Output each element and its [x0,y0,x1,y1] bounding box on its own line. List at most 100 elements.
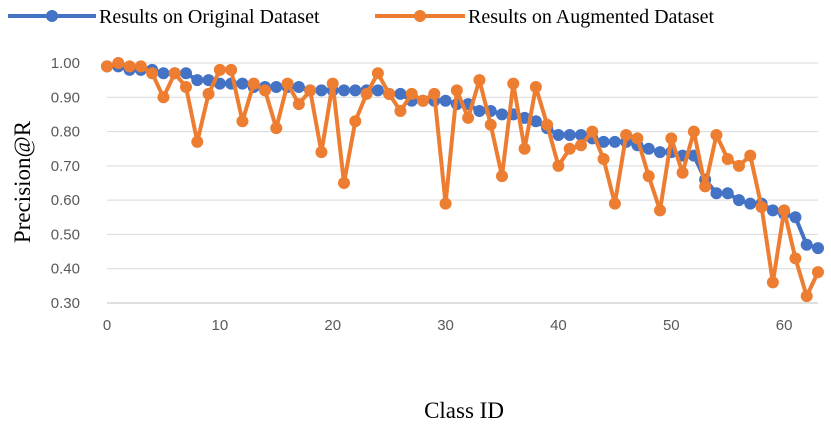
data-point [496,108,508,121]
data-point [439,197,452,210]
data-point [315,84,328,97]
data-point [259,84,271,97]
data-point [812,242,824,255]
data-point [338,84,350,97]
data-point [575,129,587,141]
data-point [507,77,520,90]
series-augmented [101,57,824,303]
series-group [101,57,824,303]
data-point [597,153,610,165]
data-point [473,105,486,117]
data-point [450,84,463,97]
data-point [484,118,497,131]
data-point [608,135,621,148]
data-point [191,74,204,87]
data-point [597,135,610,148]
data-point [168,67,181,80]
legend-label-augmented: Results on Augmented Dataset [468,6,715,28]
y-tick-label: 0.90 [51,89,80,106]
data-point [417,94,429,107]
data-point [721,187,734,200]
data-point [496,170,508,183]
data-point [371,84,384,97]
x-tick-label: 20 [324,317,341,334]
legend-entry-augmented: Results on Augmented Dataset [375,6,715,28]
data-point [349,84,362,97]
data-point [146,67,159,80]
data-point [687,125,700,138]
data-point [473,74,486,87]
y-tick-label: 0.30 [51,295,80,312]
y-tick-label: 0.60 [51,192,80,209]
data-point [778,204,791,217]
series-line [106,61,820,299]
data-point [733,159,745,172]
data-point [789,211,802,224]
data-point [383,87,396,100]
data-point [292,81,305,93]
data-point [733,194,745,207]
data-point [541,118,554,131]
legend-swatch-augmented-marker [414,10,426,22]
data-point [236,115,249,128]
data-point [586,125,599,138]
data-point [157,91,170,104]
data-point [744,197,757,210]
gridlines [107,62,818,270]
legend: Results on Original Dataset Results on A… [8,6,715,28]
x-tick-label: 30 [437,317,454,334]
data-point [405,87,418,100]
data-point [315,146,328,159]
data-point [766,204,779,217]
axes: 0.30 0.40 0.50 0.60 0.70 0.80 0.90 1.00 0 10 20 30 4… [51,55,818,334]
data-point [800,238,813,251]
data-point [270,81,283,93]
data-point [462,111,475,124]
legend-swatch-original-marker [46,10,58,22]
data-point [191,135,204,148]
data-point [642,142,655,155]
data-point [180,81,192,93]
data-point [101,60,113,73]
data-point [304,84,317,97]
x-tick-label: 60 [776,317,793,334]
data-point [338,177,350,189]
y-tick-label: 0.70 [51,158,80,175]
data-point [812,266,824,279]
x-tick-label: 10 [212,317,229,334]
data-point [755,201,768,213]
data-point [518,142,531,155]
data-point [721,153,734,165]
data-point [563,142,576,155]
data-point [157,67,170,80]
x-tick-label: 40 [550,317,567,334]
data-point [529,115,542,128]
data-point [575,139,587,152]
y-tick-label: 1.00 [51,55,80,72]
data-point [699,180,712,193]
data-point [394,87,407,100]
x-tick-label: 50 [663,317,680,334]
data-point [654,204,666,217]
data-point [123,60,136,73]
data-point [654,146,666,159]
x-tick-label: 0 [103,317,111,334]
data-point [326,77,339,90]
y-tick-label: 0.40 [51,261,80,278]
data-point [631,132,644,145]
data-point [270,122,283,135]
data-point [213,63,226,76]
data-point [180,67,192,80]
data-point [800,290,813,303]
data-point [225,63,238,76]
data-point [620,129,633,141]
data-point [247,77,260,90]
data-point [744,149,757,162]
y-tick-label: 0.80 [51,124,80,141]
data-point [710,129,723,141]
data-point [552,159,565,172]
data-point [281,77,294,90]
data-point [552,129,565,141]
data-point [236,77,249,90]
